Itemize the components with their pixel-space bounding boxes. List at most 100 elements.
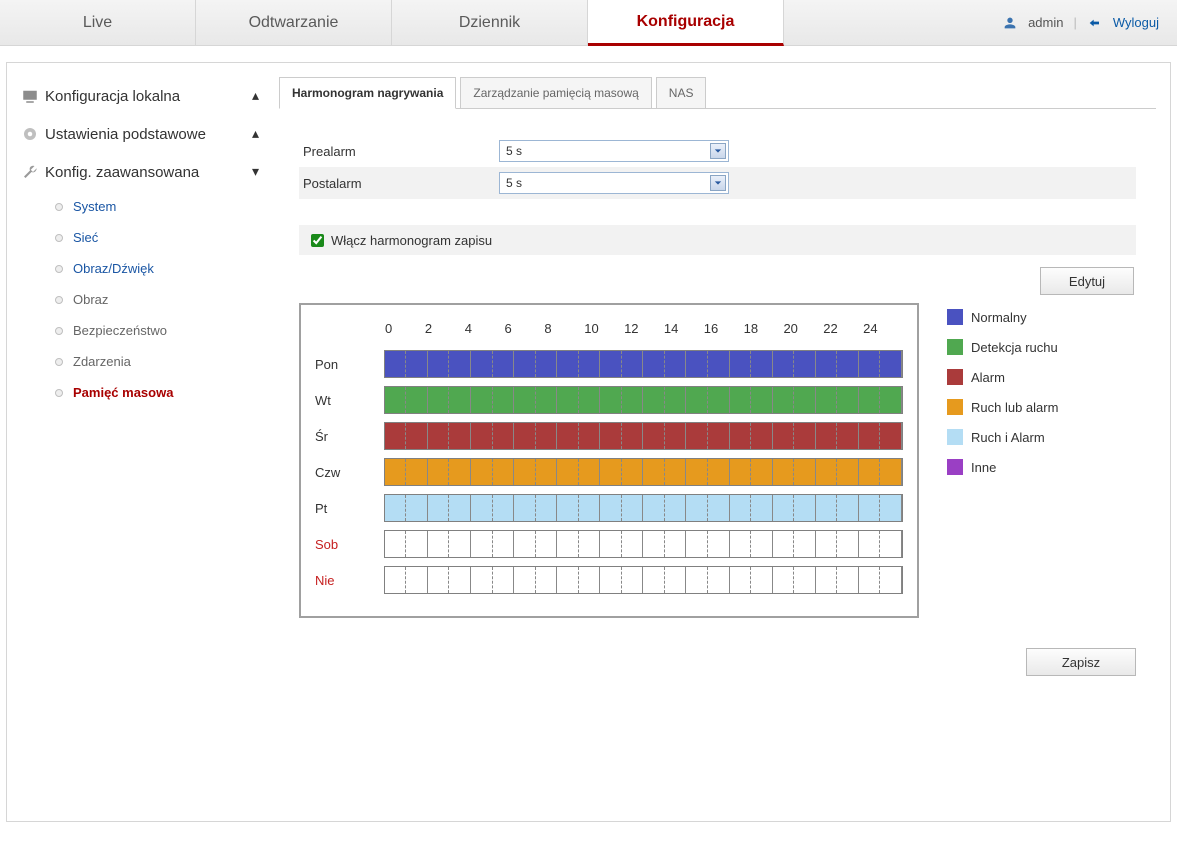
schedule-cell[interactable]	[837, 495, 859, 521]
schedule-cell[interactable]	[730, 531, 752, 557]
schedule-cell[interactable]	[536, 387, 558, 413]
schedule-cell[interactable]	[751, 531, 773, 557]
schedule-cell[interactable]	[536, 351, 558, 377]
tab-log[interactable]: Dziennik	[392, 0, 588, 45]
day-bar[interactable]	[384, 530, 903, 558]
schedule-cell[interactable]	[428, 495, 450, 521]
schedule-cell[interactable]	[730, 567, 752, 593]
schedule-cell[interactable]	[837, 567, 859, 593]
schedule-cell[interactable]	[449, 423, 471, 449]
sub-audio[interactable]: Obraz/Dźwięk	[21, 253, 265, 284]
schedule-cell[interactable]	[751, 387, 773, 413]
schedule-cell[interactable]	[406, 531, 428, 557]
postalarm-select[interactable]: 5 s	[499, 172, 729, 194]
schedule-cell[interactable]	[579, 351, 601, 377]
schedule-cell[interactable]	[686, 387, 708, 413]
schedule-cell[interactable]	[773, 387, 795, 413]
day-bar[interactable]	[384, 458, 903, 486]
schedule-cell[interactable]	[730, 351, 752, 377]
schedule-cell[interactable]	[643, 423, 665, 449]
schedule-cell[interactable]	[557, 567, 579, 593]
schedule-cell[interactable]	[449, 459, 471, 485]
schedule-cell[interactable]	[859, 531, 881, 557]
schedule-cell[interactable]	[557, 351, 579, 377]
schedule-cell[interactable]	[708, 423, 730, 449]
schedule-cell[interactable]	[406, 423, 428, 449]
schedule-cell[interactable]	[708, 387, 730, 413]
schedule-cell[interactable]	[471, 351, 493, 377]
schedule-cell[interactable]	[579, 531, 601, 557]
day-bar[interactable]	[384, 350, 903, 378]
sub-events[interactable]: Zdarzenia	[21, 346, 265, 377]
schedule-cell[interactable]	[600, 351, 622, 377]
schedule-cell[interactable]	[493, 531, 515, 557]
day-bar[interactable]	[384, 422, 903, 450]
schedule-cell[interactable]	[406, 459, 428, 485]
schedule-cell[interactable]	[406, 387, 428, 413]
schedule-cell[interactable]	[665, 423, 687, 449]
save-button[interactable]: Zapisz	[1026, 648, 1136, 676]
schedule-cell[interactable]	[557, 387, 579, 413]
sub-network[interactable]: Sieć	[21, 222, 265, 253]
schedule-cell[interactable]	[816, 567, 838, 593]
schedule-cell[interactable]	[471, 459, 493, 485]
schedule-cell[interactable]	[493, 387, 515, 413]
schedule-cell[interactable]	[536, 495, 558, 521]
st-record-schedule[interactable]: Harmonogram nagrywania	[279, 77, 456, 109]
st-storage-mgmt[interactable]: Zarządzanie pamięcią masową	[460, 77, 651, 108]
schedule-cell[interactable]	[880, 567, 902, 593]
schedule-cell[interactable]	[751, 423, 773, 449]
schedule-cell[interactable]	[385, 351, 407, 377]
schedule-cell[interactable]	[730, 387, 752, 413]
schedule-cell[interactable]	[514, 495, 536, 521]
schedule-cell[interactable]	[622, 351, 644, 377]
schedule-cell[interactable]	[880, 423, 902, 449]
schedule-cell[interactable]	[751, 567, 773, 593]
schedule-cell[interactable]	[600, 531, 622, 557]
schedule-cell[interactable]	[579, 567, 601, 593]
schedule-cell[interactable]	[751, 495, 773, 521]
schedule-cell[interactable]	[428, 423, 450, 449]
schedule-cell[interactable]	[665, 387, 687, 413]
schedule-cell[interactable]	[514, 387, 536, 413]
schedule-cell[interactable]	[665, 351, 687, 377]
tab-live[interactable]: Live	[0, 0, 196, 45]
schedule-cell[interactable]	[794, 567, 816, 593]
schedule-cell[interactable]	[794, 531, 816, 557]
schedule-cell[interactable]	[686, 351, 708, 377]
schedule-cell[interactable]	[686, 459, 708, 485]
schedule-cell[interactable]	[600, 567, 622, 593]
schedule-cell[interactable]	[751, 459, 773, 485]
schedule-cell[interactable]	[536, 459, 558, 485]
sub-system[interactable]: System	[21, 191, 265, 222]
enable-schedule-checkbox[interactable]	[311, 234, 324, 247]
schedule-cell[interactable]	[708, 351, 730, 377]
schedule-cell[interactable]	[600, 387, 622, 413]
schedule-cell[interactable]	[816, 531, 838, 557]
schedule-cell[interactable]	[816, 495, 838, 521]
schedule-cell[interactable]	[859, 423, 881, 449]
schedule-cell[interactable]	[794, 387, 816, 413]
schedule-cell[interactable]	[622, 459, 644, 485]
st-nas[interactable]: NAS	[656, 77, 707, 108]
schedule-cell[interactable]	[816, 387, 838, 413]
schedule-cell[interactable]	[859, 387, 881, 413]
schedule-cell[interactable]	[773, 459, 795, 485]
schedule-cell[interactable]	[622, 387, 644, 413]
schedule-cell[interactable]	[622, 531, 644, 557]
schedule-cell[interactable]	[406, 567, 428, 593]
day-bar[interactable]	[384, 386, 903, 414]
schedule-cell[interactable]	[536, 567, 558, 593]
schedule-cell[interactable]	[643, 495, 665, 521]
sidebar-group-local[interactable]: Konfiguracja lokalna ▴	[21, 77, 265, 115]
schedule-cell[interactable]	[880, 531, 902, 557]
schedule-cell[interactable]	[493, 567, 515, 593]
schedule-cell[interactable]	[428, 351, 450, 377]
schedule-cell[interactable]	[471, 531, 493, 557]
edit-button[interactable]: Edytuj	[1040, 267, 1134, 295]
schedule-cell[interactable]	[665, 531, 687, 557]
schedule-cell[interactable]	[794, 351, 816, 377]
schedule-cell[interactable]	[557, 423, 579, 449]
schedule-cell[interactable]	[773, 423, 795, 449]
schedule-cell[interactable]	[449, 567, 471, 593]
